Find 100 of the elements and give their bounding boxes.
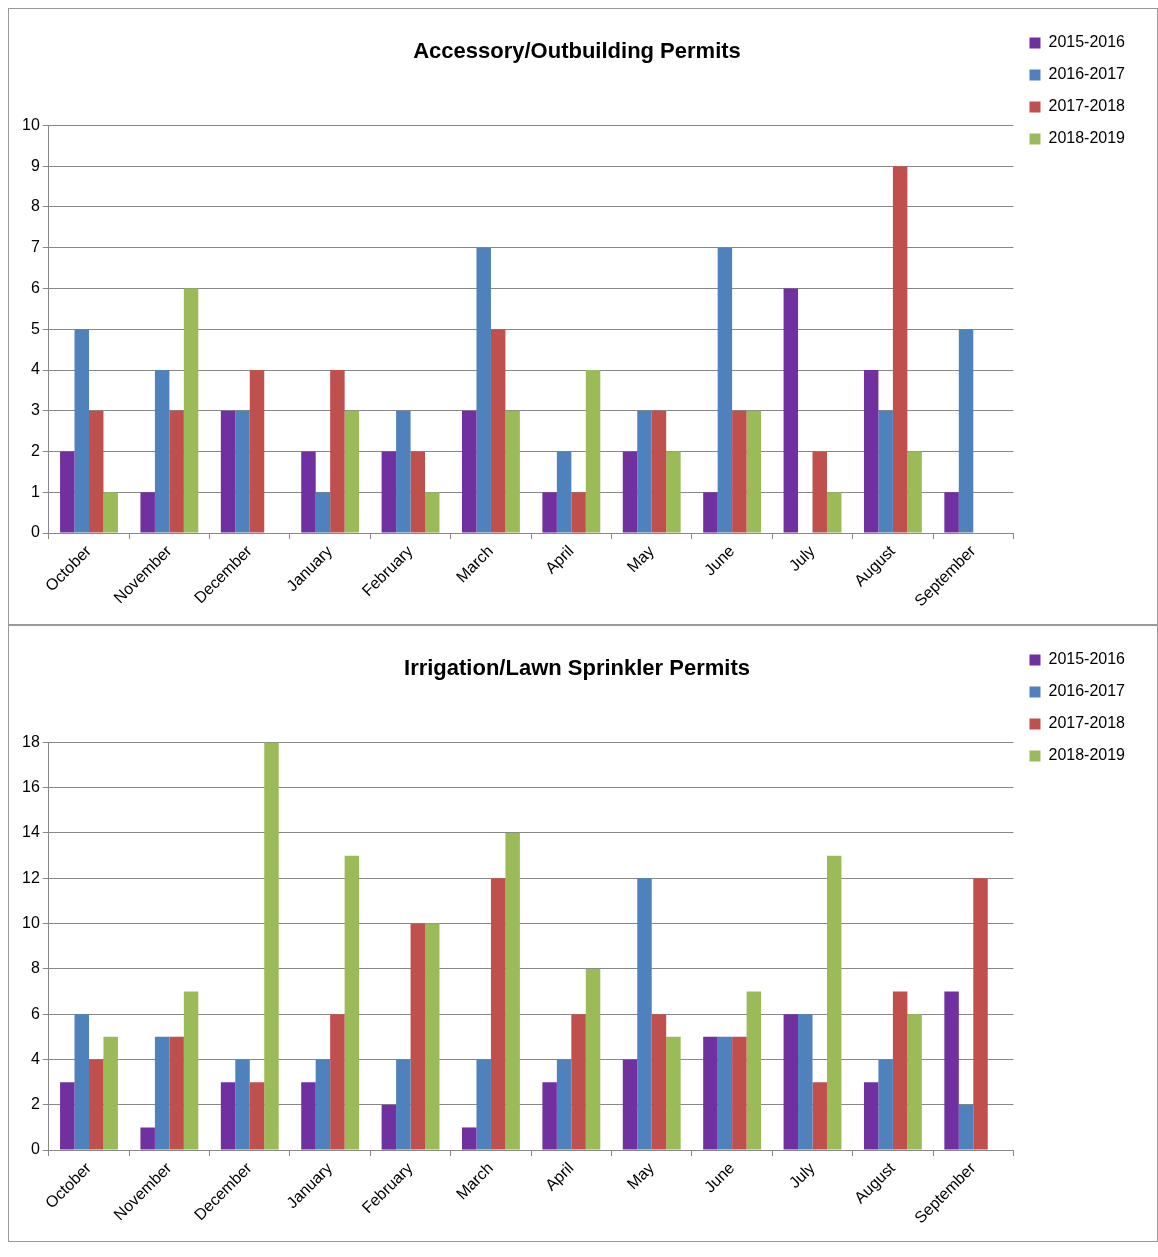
- bar: [88, 1059, 104, 1150]
- bar: [264, 742, 279, 1150]
- bar: [666, 1036, 681, 1150]
- bar: [944, 492, 959, 533]
- bar: [571, 1014, 586, 1150]
- bar: [637, 410, 652, 533]
- bar: [505, 410, 520, 533]
- bar: [703, 1036, 718, 1150]
- bar: [585, 968, 601, 1150]
- bar: [666, 451, 681, 533]
- bar: [622, 1059, 638, 1150]
- y-tick-label: 6: [30, 278, 40, 296]
- bar: [344, 855, 360, 1150]
- bar: [381, 1104, 397, 1150]
- y-tick-label: 4: [30, 1049, 40, 1067]
- y-tick-label: 5: [30, 319, 40, 337]
- bar: [958, 1104, 974, 1150]
- y-tick-label: 0: [30, 1140, 40, 1158]
- bar: [490, 878, 506, 1150]
- bar: [396, 1059, 411, 1150]
- legend-label: 2018-2019: [1048, 129, 1126, 147]
- y-tick-label: 9: [30, 156, 40, 174]
- bar: [396, 410, 411, 533]
- y-tick-label: 8: [30, 959, 40, 977]
- y-tick-label: 6: [30, 1004, 40, 1022]
- legend-label: 2017-2018: [1048, 97, 1126, 115]
- bar: [892, 166, 908, 533]
- x-tick-label: May: [623, 542, 657, 576]
- bar: [169, 410, 184, 533]
- bar: [637, 878, 652, 1150]
- bar: [863, 1082, 879, 1150]
- legend-label: 2015-2016: [1048, 33, 1126, 51]
- bar: [556, 1059, 572, 1150]
- bar: [140, 492, 155, 533]
- bar: [863, 370, 879, 533]
- y-tick-label: 0: [30, 523, 40, 541]
- bar: [183, 288, 199, 533]
- bar: [60, 1082, 75, 1150]
- legend-label: 2018-2019: [1048, 746, 1126, 764]
- bar: [878, 410, 893, 533]
- bar: [826, 492, 842, 533]
- bar: [907, 451, 922, 533]
- bar: [169, 1036, 184, 1150]
- bar: [88, 410, 104, 533]
- legend-label: 2016-2017: [1048, 682, 1126, 700]
- bar: [344, 410, 360, 533]
- bar: [746, 991, 762, 1150]
- bar: [973, 878, 988, 1150]
- bar: [476, 247, 491, 533]
- y-tick-label: 10: [22, 115, 40, 133]
- bar: [476, 1059, 491, 1150]
- bar: [410, 451, 426, 533]
- bar: [490, 329, 506, 533]
- y-tick-label: 1: [30, 482, 40, 500]
- bar: [812, 451, 827, 533]
- bar: [717, 1036, 733, 1150]
- bar: [462, 410, 477, 533]
- bar: [826, 855, 842, 1150]
- bar: [651, 1014, 667, 1150]
- bar: [571, 492, 586, 533]
- y-tick-label: 2: [30, 1095, 40, 1113]
- bar: [425, 923, 440, 1150]
- bar: [958, 329, 974, 533]
- bar: [907, 1014, 922, 1150]
- bar: [235, 410, 250, 533]
- bar: [315, 1059, 331, 1150]
- bar: [74, 329, 89, 533]
- bar: [183, 991, 199, 1150]
- bar: [220, 1082, 236, 1150]
- y-tick-label: 10: [22, 914, 40, 931]
- bar: [717, 247, 733, 533]
- x-tick-label: July: [785, 1159, 818, 1192]
- y-tick-label: 14: [22, 823, 40, 841]
- bar: [556, 451, 572, 533]
- bar: [892, 991, 908, 1150]
- y-tick-label: 8: [30, 197, 40, 215]
- bar: [330, 1014, 345, 1150]
- bar: [140, 1127, 155, 1150]
- y-tick-label: 12: [22, 868, 40, 886]
- bar: [381, 451, 397, 533]
- y-tick-label: 2: [30, 441, 40, 459]
- chart-title: Accessory/Outbuilding Permits: [413, 38, 741, 64]
- legend-label: 2017-2018: [1048, 714, 1126, 732]
- bar: [462, 1127, 477, 1150]
- bar: [703, 492, 718, 533]
- y-tick-label: 16: [22, 778, 40, 796]
- y-tick-label: 4: [30, 360, 40, 378]
- bar: [103, 1036, 118, 1150]
- bar: [103, 492, 118, 533]
- bar: [944, 991, 959, 1150]
- bar: [651, 410, 667, 533]
- chart-title: Irrigation/Lawn Sprinkler Permits: [404, 655, 750, 681]
- bar: [732, 1036, 747, 1150]
- bar: [154, 370, 170, 533]
- bar: [425, 492, 440, 533]
- bar: [542, 492, 557, 533]
- bar: [410, 923, 426, 1150]
- bar: [301, 451, 316, 533]
- bar: [542, 1082, 557, 1150]
- bar: [249, 370, 265, 533]
